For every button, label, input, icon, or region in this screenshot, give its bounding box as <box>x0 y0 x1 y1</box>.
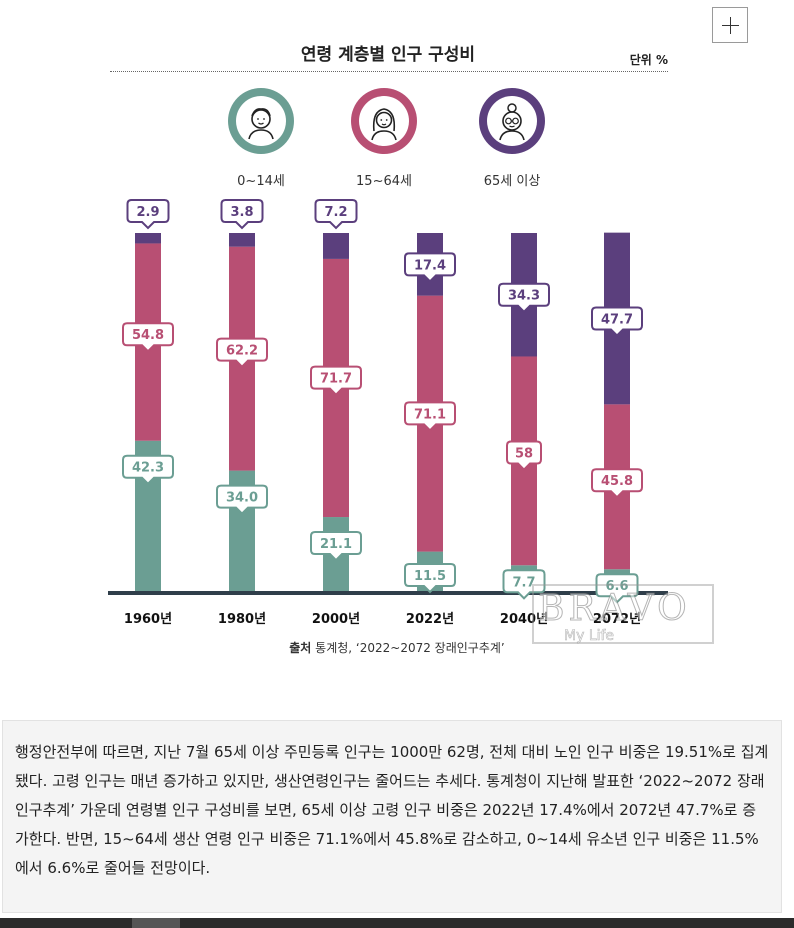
x-tick-label-0: 1960년 <box>124 612 172 627</box>
value-label-1-5-box <box>591 468 643 499</box>
value-label-2-5: 47.7 <box>591 306 643 337</box>
value-label-0-4: 7.7 <box>502 569 546 600</box>
legend-label-elderly: 65세 이상 <box>483 174 541 189</box>
bar-segment-2-0 <box>135 233 161 244</box>
value-label-0-2-box <box>310 531 362 562</box>
legend-circle-child <box>228 88 294 154</box>
value-label-2-3-text: 17.4 <box>414 258 446 273</box>
legend-circle-adult <box>351 88 417 154</box>
watermark-logo: BRAVO My Life <box>532 584 714 644</box>
value-label-1-4-box <box>506 440 542 471</box>
bottom-bar-segment <box>132 918 180 928</box>
value-label-2-0-box <box>126 199 170 230</box>
value-label-1-1: 62.2 <box>216 337 268 369</box>
value-label-1-0-text: 54.8 <box>132 328 164 343</box>
value-label-2-2-text: 7.2 <box>324 205 347 220</box>
value-label-1-2-text: 71.7 <box>320 372 352 387</box>
source-note: 출처 통계청, ‘2022~2072 장래인구추계’ <box>0 639 794 656</box>
chart-title: 연령 계층별 인구 구성비 <box>300 45 476 65</box>
value-label-0-1: 34.0 <box>216 484 268 516</box>
article-text-box: 행정안전부에 따르면, 지난 7월 65세 이상 주민등록 인구는 1000만 … <box>2 720 782 913</box>
value-label-1-2-box <box>310 365 362 397</box>
value-label-1-0-box <box>122 322 174 353</box>
value-label-2-2: 7.2 <box>314 199 358 230</box>
value-label-0-5-box <box>595 573 639 604</box>
x-tick-label-2: 2000년 <box>312 612 360 627</box>
value-label-1-4-text: 58 <box>515 447 533 462</box>
value-label-2-1-text: 3.8 <box>230 205 253 220</box>
x-tick-label-5: 2072년 <box>593 612 641 627</box>
watermark-subtitle: My Life <box>564 628 615 645</box>
value-label-1-3-text: 71.1 <box>414 407 446 422</box>
expand-button[interactable] <box>712 7 748 43</box>
value-label-2-0-text: 2.9 <box>136 205 159 220</box>
legend-label-adult: 15~64세 <box>356 174 412 189</box>
value-label-0-1-box <box>216 484 268 516</box>
value-label-2-5-text: 47.7 <box>601 313 633 328</box>
watermark-title: BRAVO <box>538 588 691 630</box>
value-label-2-0: 2.9 <box>126 199 170 230</box>
source-text: 통계청, ‘2022~2072 장래인구추계’ <box>315 641 505 655</box>
value-label-0-5-text: 6.6 <box>605 579 628 594</box>
x-tick-label-4: 2040년 <box>500 612 548 627</box>
value-label-1-5-text: 45.8 <box>601 474 633 489</box>
title-divider <box>110 71 668 72</box>
value-label-2-1: 3.8 <box>220 199 264 230</box>
legend-item-child: 0~14세 <box>211 88 311 189</box>
value-label-0-2: 21.1 <box>310 531 362 562</box>
value-label-0-0-text: 42.3 <box>132 461 164 476</box>
legend-item-adult: 15~64세 <box>334 88 434 189</box>
article-paragraph: 행정안전부에 따르면, 지난 7월 65세 이상 주민등록 인구는 1000만 … <box>15 743 769 877</box>
x-tick-label-1: 1980년 <box>218 612 266 627</box>
value-label-1-3: 71.1 <box>404 401 456 432</box>
value-label-2-4-text: 34.3 <box>508 289 540 304</box>
value-label-1-4: 58 <box>506 440 542 471</box>
child-icon <box>248 108 274 140</box>
value-label-0-3: 11.5 <box>404 563 456 594</box>
bar-segment-2-1 <box>229 233 255 247</box>
value-label-2-3-box <box>404 252 456 283</box>
legend-label-child: 0~14세 <box>237 174 285 189</box>
value-label-2-5-box <box>591 306 643 337</box>
value-label-1-1-text: 62.2 <box>226 344 258 359</box>
woman-icon <box>371 108 397 141</box>
value-label-1-2: 71.7 <box>310 365 362 397</box>
value-label-1-1-box <box>216 337 268 369</box>
source-prefix: 출처 <box>289 641 312 655</box>
value-label-0-4-box <box>502 569 546 600</box>
x-tick-label-3: 2022년 <box>406 612 454 627</box>
elderly-icon <box>499 103 525 141</box>
value-label-0-2-text: 21.1 <box>320 537 352 552</box>
value-label-0-4-text: 7.7 <box>512 575 535 590</box>
value-label-0-3-text: 11.5 <box>414 569 446 584</box>
chart-plot: 1960년 1980년 2000년 2022년 2040년 2072년 42.3 54.8 2.… <box>108 199 668 627</box>
value-label-0-5: 6.6 <box>595 573 639 604</box>
legend-circle-elderly <box>479 88 545 154</box>
value-label-2-4: 34.3 <box>498 282 550 314</box>
value-label-0-1-text: 34.0 <box>226 491 258 506</box>
value-label-0-0: 42.3 <box>122 454 174 486</box>
bar-segment-2-2 <box>323 233 349 259</box>
value-label-2-2-box <box>314 199 358 230</box>
value-label-0-3-box <box>404 563 456 594</box>
value-label-0-0-box <box>122 454 174 486</box>
value-label-1-3-box <box>404 401 456 432</box>
value-label-2-1-box <box>220 199 264 230</box>
value-label-1-5: 45.8 <box>591 468 643 499</box>
value-label-1-0: 54.8 <box>122 322 174 353</box>
unit-label: 단위 % <box>629 53 668 67</box>
legend-item-elderly: 65세 이상 <box>462 88 562 189</box>
bottom-bar <box>0 918 794 928</box>
value-label-2-3: 17.4 <box>404 252 456 283</box>
value-label-2-4-box <box>498 282 550 314</box>
